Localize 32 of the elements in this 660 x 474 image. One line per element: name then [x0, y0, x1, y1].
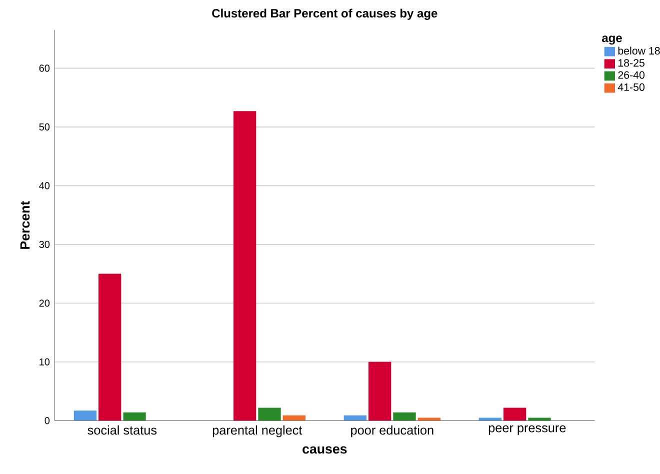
bar	[282, 415, 306, 421]
bar	[234, 111, 256, 421]
y-tick-label: 50	[39, 123, 50, 130]
bar	[368, 362, 392, 421]
x-tick-label: poor education	[351, 425, 434, 438]
x-axis-title: causes	[302, 446, 347, 454]
bar	[503, 408, 526, 421]
bar	[418, 418, 440, 421]
chart-title: Clustered Bar Percent of causes by age	[212, 8, 438, 20]
bar	[74, 410, 97, 421]
x-tick-label: peer pressure	[488, 425, 566, 435]
legend-title: age	[602, 36, 622, 45]
bar	[478, 418, 502, 421]
x-tick-label: parental neglect	[212, 425, 302, 438]
x-tick-label: social status	[88, 425, 157, 435]
y-axis-title: Percent	[20, 201, 30, 249]
bar	[258, 408, 281, 421]
y-tick-label: 10	[40, 358, 50, 366]
y-tick-label: 60	[39, 64, 50, 72]
bar	[123, 412, 146, 421]
bar	[528, 418, 551, 421]
legend-label: 41-50	[618, 83, 645, 91]
y-tick-label: 0	[44, 417, 50, 424]
bar	[344, 415, 366, 421]
legend-label: 26-40	[618, 71, 645, 79]
legend-label: 18-25	[618, 59, 644, 67]
legend-label: below 18	[618, 46, 660, 55]
y-tick-label: 20	[39, 300, 50, 307]
bar	[98, 274, 122, 421]
y-tick-label: 30	[39, 240, 50, 248]
y-tick-label: 40	[39, 182, 50, 190]
bar	[393, 412, 416, 421]
